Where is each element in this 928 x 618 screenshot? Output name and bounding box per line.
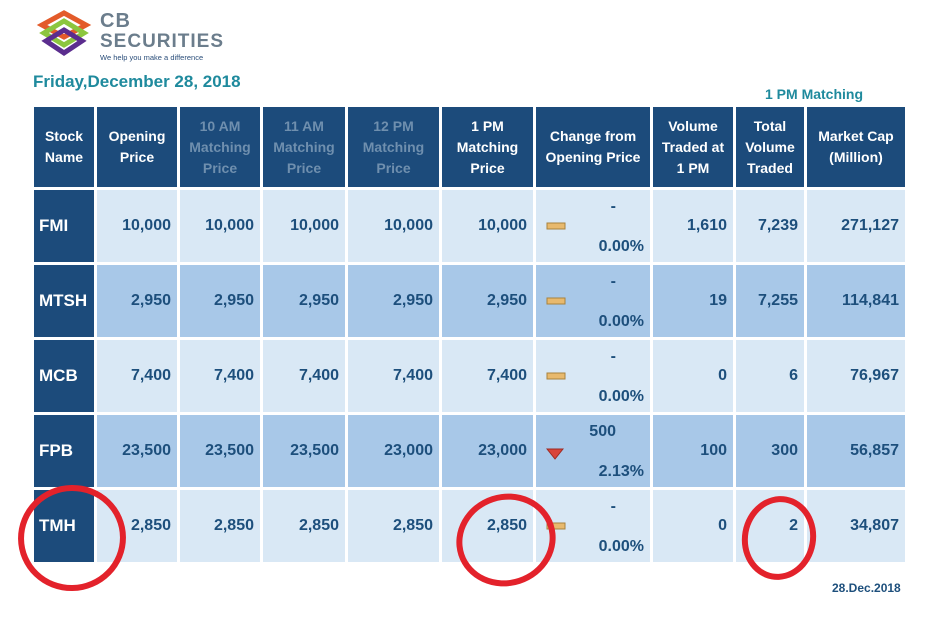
price-pm12: 7,400 [348, 340, 439, 412]
total-volume: 7,255 [736, 265, 804, 337]
price-pm12: 2,850 [348, 490, 439, 562]
change-cell: - 0.00% [536, 190, 650, 262]
price-pm1: 10,000 [442, 190, 533, 262]
stock-symbol: MTSH [34, 265, 94, 337]
unchanged-marker-icon [546, 372, 566, 380]
price-am11: 7,400 [263, 340, 345, 412]
price-open: 2,850 [97, 490, 177, 562]
header-opening-price: Opening Price [97, 107, 177, 187]
price-pm1: 2,950 [442, 265, 533, 337]
table-header-row: Stock Name Opening Price 10 AM Matching Pric… [34, 107, 905, 187]
table-row: FPB 23,500 23,500 23,500 23,000 23,000 500 2.13… [34, 415, 905, 487]
price-am10: 23,500 [180, 415, 260, 487]
price-pm12: 2,950 [348, 265, 439, 337]
header-stock-name: Stock Name [34, 107, 94, 187]
brand-wordmark: CB SECURITIES We help you make a differe… [100, 11, 224, 62]
price-am10: 7,400 [180, 340, 260, 412]
change-absolute: - [610, 348, 616, 365]
volume-1pm: 0 [653, 490, 733, 562]
change-percent: 0.00% [598, 538, 644, 555]
session-label: 1 PM Matching [765, 86, 864, 102]
stock-symbol: FPB [34, 415, 94, 487]
table-row: FMI 10,000 10,000 10,000 10,000 10,000-0.00% 1… [34, 190, 905, 262]
change-absolute: 500 [589, 423, 616, 440]
brand-name-line1: CB [100, 10, 131, 32]
price-open: 7,400 [97, 340, 177, 412]
change-percent: 0.00% [598, 238, 644, 255]
total-volume: 7,239 [736, 190, 804, 262]
change-absolute: - [610, 498, 616, 515]
stock-symbol: FMI [34, 190, 94, 262]
total-volume: 300 [736, 415, 804, 487]
change-cell: 500 2.13% [536, 415, 650, 487]
total-volume: 6 [736, 340, 804, 412]
change-percent: 0.00% [598, 388, 644, 405]
header-1pm-price: 1 PM Matching Price [442, 107, 533, 187]
market-cap: 76,967 [807, 340, 905, 412]
price-board-table: Stock Name Opening Price 10 AM Matching Pric… [31, 104, 908, 565]
price-pm1: 7,400 [442, 340, 533, 412]
price-am11: 2,950 [263, 265, 345, 337]
report-date-title: Friday,December 28, 2018 [33, 72, 241, 91]
price-pm1: 2,850 [442, 490, 533, 562]
header-market-cap: Market Cap (Million) [807, 107, 905, 187]
price-am10: 2,850 [180, 490, 260, 562]
price-am11: 23,500 [263, 415, 345, 487]
volume-1pm: 0 [653, 340, 733, 412]
volume-1pm: 100 [653, 415, 733, 487]
table-row: MTSH 2,950 2,950 2,950 2,950 2,950-0.00% 19 7,2… [34, 265, 905, 337]
price-am10: 2,950 [180, 265, 260, 337]
price-open: 2,950 [97, 265, 177, 337]
stock-symbol: TMH [34, 490, 94, 562]
stock-symbol: MCB [34, 340, 94, 412]
market-cap: 56,857 [807, 415, 905, 487]
price-pm12: 23,000 [348, 415, 439, 487]
market-cap: 271,127 [807, 190, 905, 262]
volume-1pm: 1,610 [653, 190, 733, 262]
change-absolute: - [610, 198, 616, 215]
change-cell: - 0.00% [536, 340, 650, 412]
price-pm12: 10,000 [348, 190, 439, 262]
header-total-volume: Total Volume Traded [736, 107, 804, 187]
market-cap: 34,807 [807, 490, 905, 562]
price-am11: 10,000 [263, 190, 345, 262]
change-percent: 2.13% [598, 463, 644, 480]
change-cell: - 0.00% [536, 490, 650, 562]
change-percent: 0.00% [598, 313, 644, 330]
header-change: Change from Opening Price [536, 107, 650, 187]
unchanged-marker-icon [546, 297, 566, 305]
footer-date: 28.Dec.2018 [832, 581, 901, 595]
price-pm1: 23,000 [442, 415, 533, 487]
unchanged-marker-icon [546, 222, 566, 230]
cb-securities-logo [36, 10, 92, 57]
brand-tagline: We help you make a difference [100, 53, 204, 62]
header-10am-price: 10 AM Matching Price [180, 107, 260, 187]
brand-name-line2: SECURITIES [100, 31, 225, 52]
price-am11: 2,850 [263, 490, 345, 562]
price-am10: 10,000 [180, 190, 260, 262]
price-open: 23,500 [97, 415, 177, 487]
down-arrow-icon [546, 448, 564, 460]
unchanged-marker-icon [546, 522, 566, 530]
change-cell: - 0.00% [536, 265, 650, 337]
header-11am-price: 11 AM Matching Price [263, 107, 345, 187]
total-volume: 2 [736, 490, 804, 562]
table-row: MCB 7,400 7,400 7,400 7,400 7,400-0.00% 0 6 76,9… [34, 340, 905, 412]
price-open: 10,000 [97, 190, 177, 262]
header-12pm-price: 12 PM Matching Price [348, 107, 439, 187]
change-absolute: - [610, 273, 616, 290]
volume-1pm: 19 [653, 265, 733, 337]
market-cap: 114,841 [807, 265, 905, 337]
header-volume-1pm: Volume Traded at 1 PM [653, 107, 733, 187]
table-row: TMH 2,850 2,850 2,850 2,850 2,850-0.00% 0 2 34,8… [34, 490, 905, 562]
